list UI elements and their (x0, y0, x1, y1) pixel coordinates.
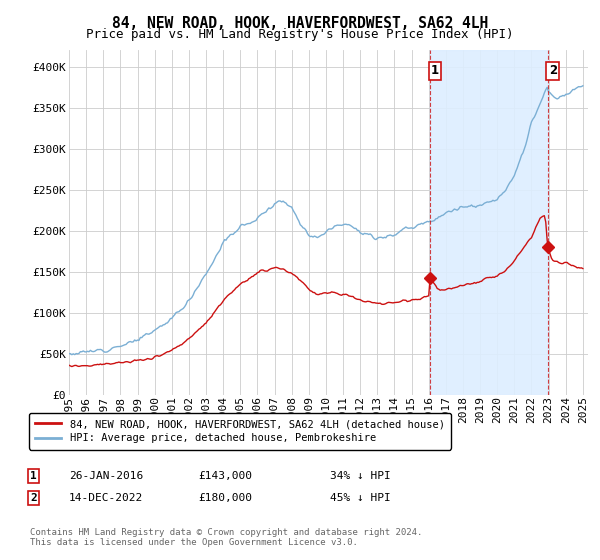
Text: 84, NEW ROAD, HOOK, HAVERFORDWEST, SA62 4LH: 84, NEW ROAD, HOOK, HAVERFORDWEST, SA62 … (112, 16, 488, 31)
Text: 1: 1 (30, 471, 37, 481)
Text: 1: 1 (431, 64, 439, 77)
Text: Contains HM Land Registry data © Crown copyright and database right 2024.
This d: Contains HM Land Registry data © Crown c… (30, 528, 422, 547)
Text: £180,000: £180,000 (198, 493, 252, 503)
Text: 34% ↓ HPI: 34% ↓ HPI (330, 471, 391, 481)
Text: 26-JAN-2016: 26-JAN-2016 (69, 471, 143, 481)
Legend: 84, NEW ROAD, HOOK, HAVERFORDWEST, SA62 4LH (detached house), HPI: Average price: 84, NEW ROAD, HOOK, HAVERFORDWEST, SA62 … (29, 413, 451, 450)
Bar (430, 50, 548, 395)
Text: 45% ↓ HPI: 45% ↓ HPI (330, 493, 391, 503)
Text: Price paid vs. HM Land Registry's House Price Index (HPI): Price paid vs. HM Land Registry's House … (86, 28, 514, 41)
Text: 2: 2 (549, 64, 557, 77)
Text: 14-DEC-2022: 14-DEC-2022 (69, 493, 143, 503)
Text: £143,000: £143,000 (198, 471, 252, 481)
Text: 2: 2 (30, 493, 37, 503)
